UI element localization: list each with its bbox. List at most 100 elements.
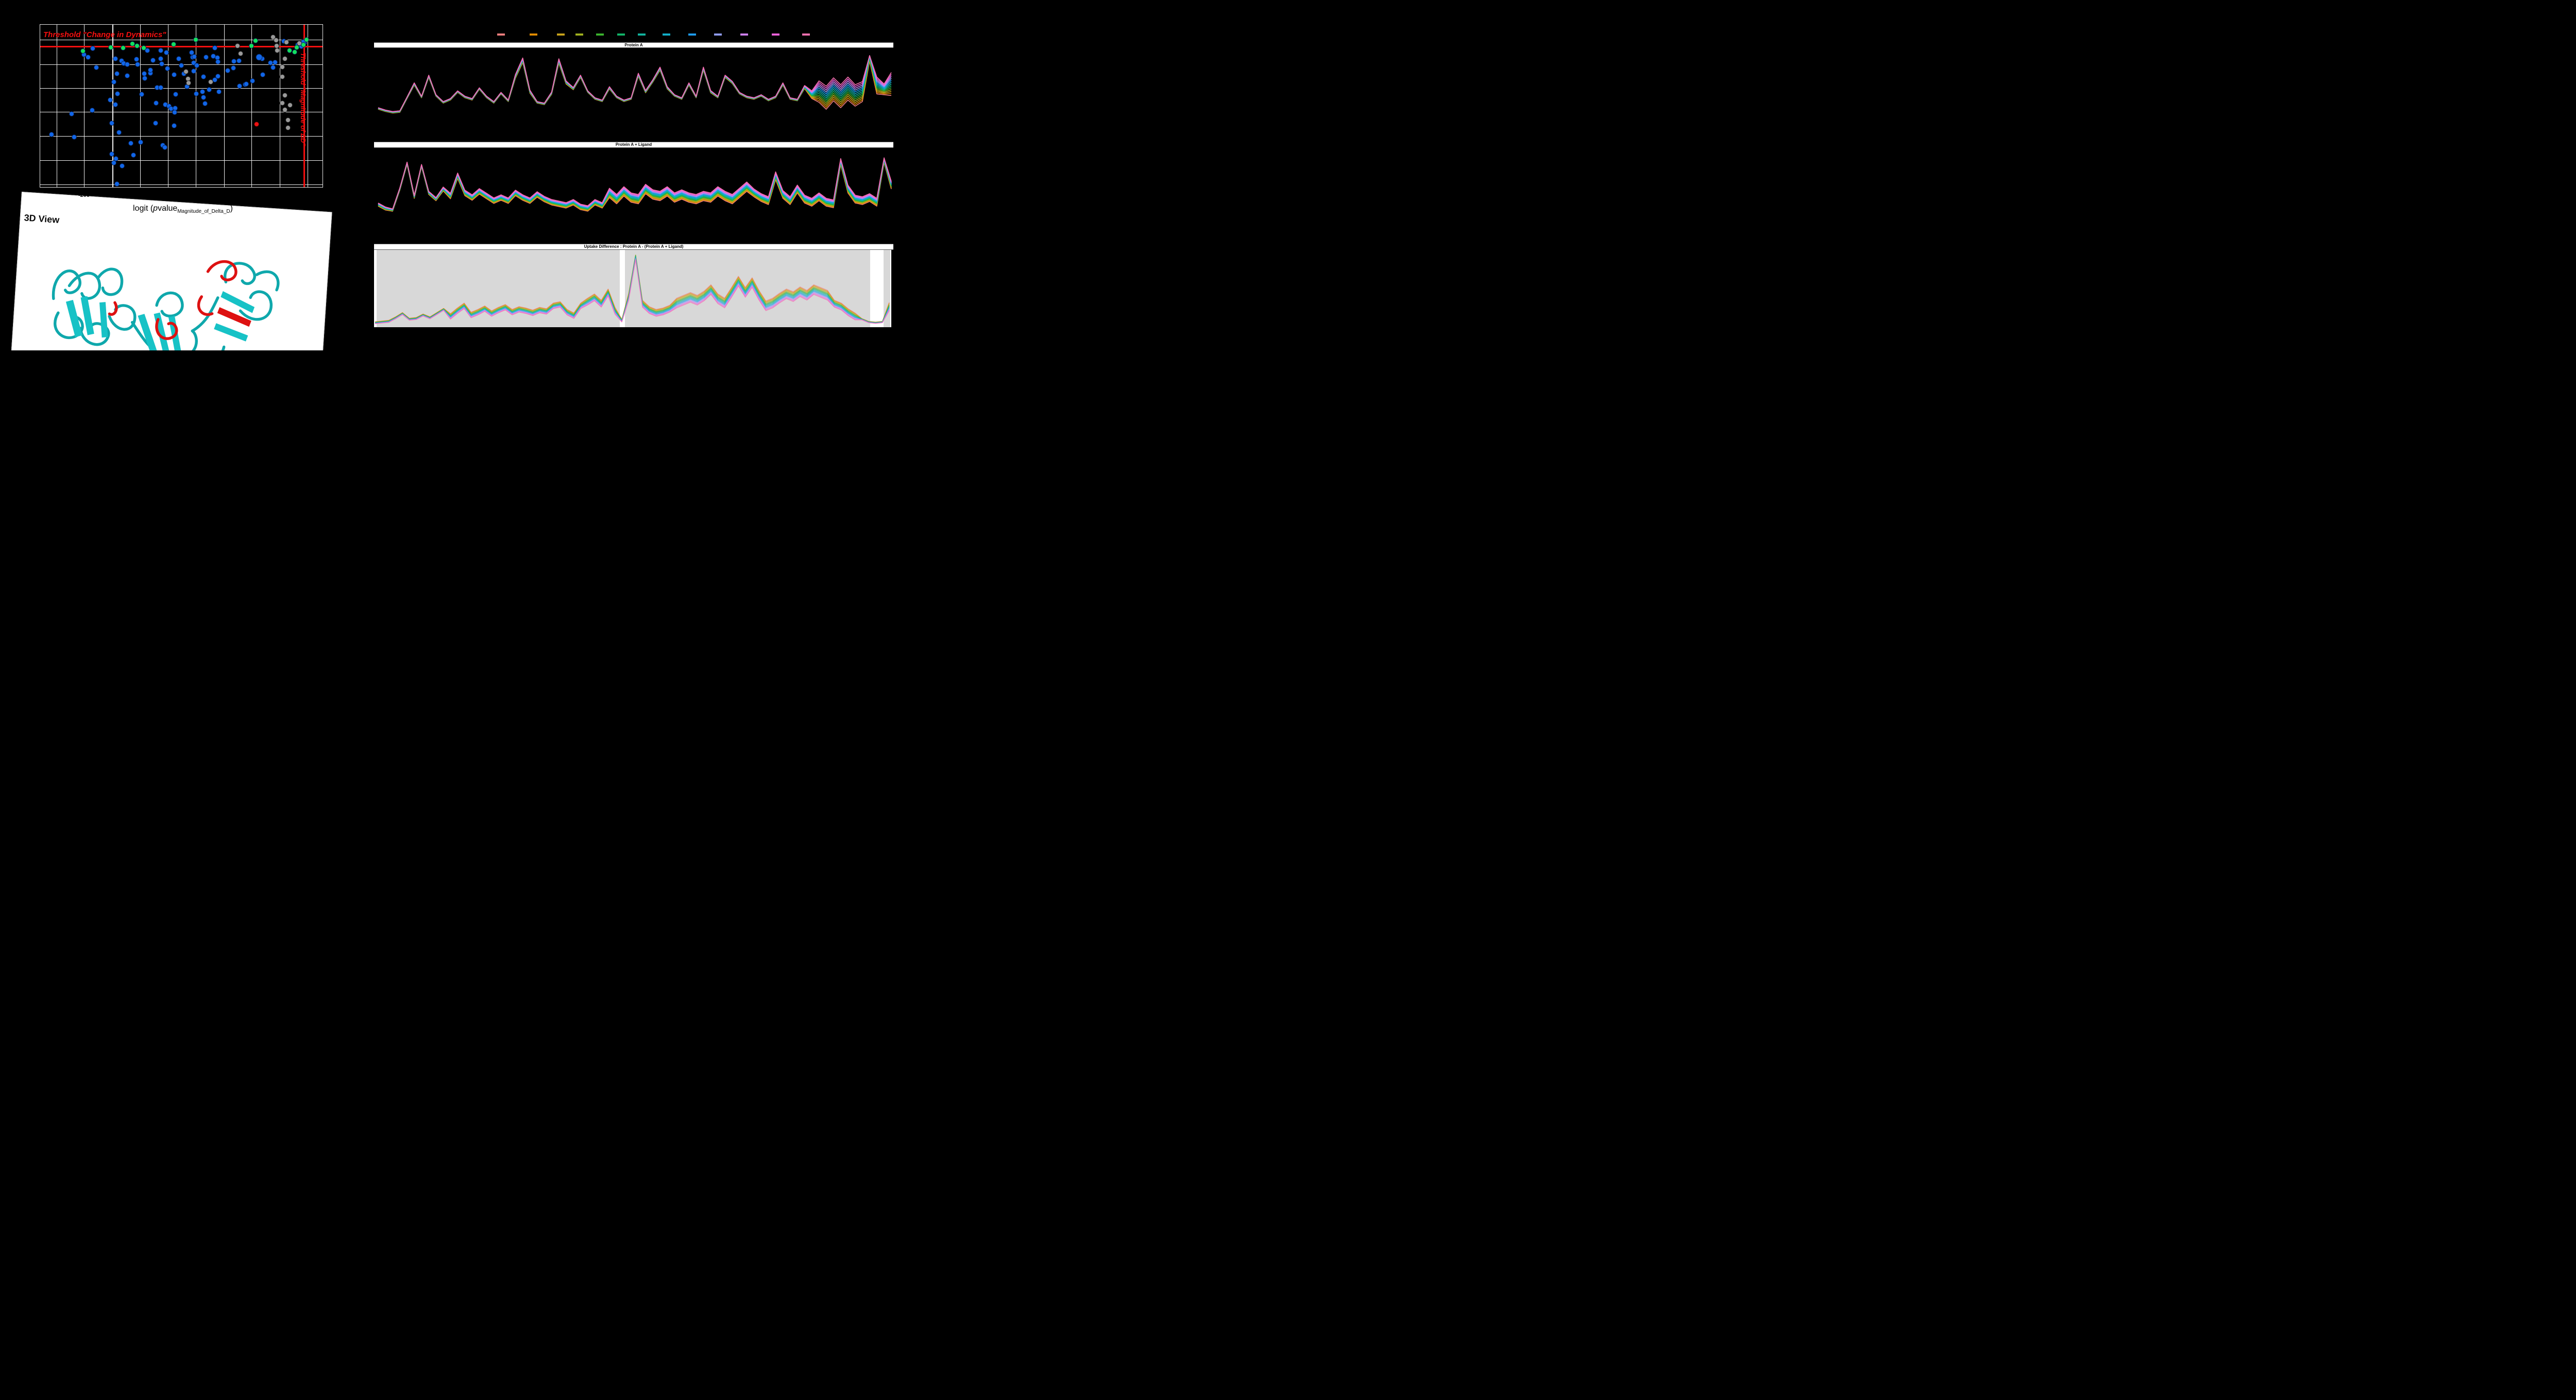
legend-swatch-13[interactable] [802, 33, 810, 36]
scatter-point-blue[interactable] [191, 60, 197, 66]
scatter-point-gray[interactable] [183, 69, 189, 75]
scatter-point-gray[interactable] [280, 100, 285, 106]
legend-swatch-10[interactable] [714, 33, 722, 36]
chart-protein-a[interactable] [374, 49, 893, 134]
scatter-point-blue[interactable] [171, 123, 177, 128]
scatter-point-blue[interactable] [207, 87, 212, 93]
scatter-point-gray[interactable] [273, 37, 279, 43]
scatter-point-gray[interactable] [186, 80, 192, 86]
scatter-point-blue[interactable] [200, 74, 206, 80]
scatter-point-blue[interactable] [236, 58, 242, 64]
scatter-point-blue[interactable] [153, 120, 159, 126]
scatter-point-blue[interactable] [69, 111, 75, 116]
scatter-point-blue[interactable] [215, 59, 221, 65]
scatter-point-blue[interactable] [145, 48, 150, 54]
protein-structure[interactable] [37, 242, 286, 350]
scatter-point-blue[interactable] [134, 61, 140, 67]
uptake-trace-13[interactable] [378, 157, 892, 210]
scatter-point-blue[interactable] [125, 73, 130, 79]
legend-swatch-8[interactable] [663, 33, 670, 36]
scatter-point-blue[interactable] [150, 58, 156, 63]
scatter-point-blue[interactable] [139, 92, 145, 97]
scatter-point-blue[interactable] [147, 68, 153, 73]
legend-swatch-12[interactable] [772, 33, 779, 36]
scatter-point-green[interactable] [121, 45, 126, 50]
uptake-trace-13[interactable] [375, 260, 890, 324]
scatter-point-blue[interactable] [128, 141, 134, 146]
scatter-point-blue[interactable] [114, 181, 120, 187]
scatter-point-blue[interactable] [120, 163, 125, 168]
scatter-point-blue[interactable] [270, 64, 276, 70]
scatter-point-blue[interactable] [194, 91, 199, 96]
scatter-point-blue[interactable] [158, 48, 163, 54]
legend-swatch-4[interactable] [575, 33, 583, 36]
scatter-point-green[interactable] [286, 48, 292, 54]
scatter-point-blue[interactable] [256, 54, 263, 61]
scatter-point-blue[interactable] [260, 72, 266, 78]
scatter-point-blue[interactable] [200, 94, 206, 100]
scatter-point-blue[interactable] [116, 130, 122, 136]
scatter-point-gray[interactable] [238, 50, 243, 56]
scatter-point-gray[interactable] [283, 39, 289, 45]
scatter-point-gray[interactable] [287, 102, 293, 108]
scatter-point-blue[interactable] [109, 120, 114, 126]
scatter-point-blue[interactable] [158, 85, 163, 90]
uptake-trace-12[interactable] [378, 55, 892, 112]
scatter-point-green[interactable] [292, 49, 297, 55]
scatter-point-blue[interactable] [215, 74, 221, 79]
scatter-point-blue[interactable] [216, 89, 222, 95]
scatter-point-blue[interactable] [114, 91, 120, 96]
scatter-point-blue[interactable] [191, 69, 196, 74]
scatter-point-blue[interactable] [124, 62, 130, 68]
scatter-point-blue[interactable] [71, 134, 77, 140]
uptake-trace-11[interactable] [378, 55, 892, 112]
chart-protein-a-ligand[interactable] [374, 148, 893, 234]
scatter-point-blue[interactable] [267, 60, 273, 66]
scatter-point-green[interactable] [249, 43, 255, 48]
scatter-point-gray[interactable] [280, 64, 285, 70]
chart-uptake-difference[interactable] [374, 249, 893, 327]
threshold-line-horizontal[interactable] [40, 45, 323, 47]
scatter-point-blue[interactable] [112, 102, 118, 108]
scatter-point-blue[interactable] [250, 78, 256, 83]
scatter-point-blue[interactable] [212, 45, 218, 51]
uptake-trace-9[interactable] [378, 55, 892, 113]
scatter-point-blue[interactable] [273, 60, 278, 65]
scatter-point-green[interactable] [294, 45, 299, 50]
scatter-point-blue[interactable] [176, 56, 181, 62]
legend-swatch-11[interactable] [740, 33, 748, 36]
scatter-point-blue[interactable] [237, 83, 243, 89]
scatter-point-blue[interactable] [154, 100, 159, 106]
scatter-point-blue[interactable] [159, 61, 164, 66]
scatter-point-blue[interactable] [112, 56, 118, 62]
scatter-point-green[interactable] [193, 37, 199, 42]
uptake-trace-13[interactable] [378, 55, 892, 112]
scatter-point-gray[interactable] [285, 125, 291, 131]
scatter-point-red[interactable] [254, 121, 260, 127]
scatter-point-green[interactable] [301, 42, 307, 48]
legend-swatch-3[interactable] [557, 33, 565, 36]
scatter-point-green[interactable] [108, 45, 113, 50]
scatter-point-green[interactable] [171, 42, 177, 47]
scatter-point-blue[interactable] [172, 109, 178, 115]
scatter-point-blue[interactable] [179, 62, 184, 68]
legend-swatch-9[interactable] [688, 33, 696, 36]
uptake-trace-10[interactable] [378, 55, 892, 112]
scatter-point-gray[interactable] [270, 34, 276, 40]
scatter-point-blue[interactable] [90, 107, 95, 113]
scatter-point-blue[interactable] [162, 144, 167, 150]
scatter-point-green[interactable] [303, 37, 309, 42]
scatter-point-blue[interactable] [142, 75, 147, 81]
scatter-point-blue[interactable] [171, 72, 177, 78]
scatter-point-blue[interactable] [163, 50, 169, 56]
scatter-point-gray[interactable] [282, 56, 288, 62]
legend-swatch-5[interactable] [596, 33, 604, 36]
scatter-point-blue[interactable] [111, 160, 117, 165]
scatter-point-blue[interactable] [131, 152, 137, 158]
scatter-point-blue[interactable] [48, 131, 54, 137]
scatter-point-blue[interactable] [86, 55, 91, 60]
scatter-point-blue[interactable] [111, 79, 117, 85]
scatter-point-gray[interactable] [274, 43, 279, 48]
panel-3d-view[interactable]: 3D View [10, 192, 332, 350]
scatter-point-blue[interactable] [93, 64, 99, 70]
